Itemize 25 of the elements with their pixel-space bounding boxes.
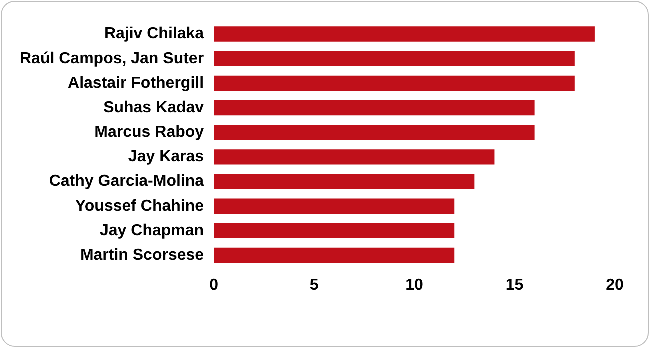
y-tick-label: Rajiv Chilaka (104, 26, 204, 43)
y-tick-label: Suhas Kadav (104, 99, 204, 116)
y-tick-label: Youssef Chahine (75, 198, 204, 215)
x-tick-label: 5 (310, 276, 319, 294)
bar (214, 51, 575, 66)
y-tick-label: Cathy Garcia-Molina (49, 173, 204, 190)
bar (214, 100, 535, 116)
y-tick-label: Alastair Fothergill (68, 74, 204, 92)
bar (214, 26, 595, 42)
x-tick-label: 10 (406, 276, 424, 294)
x-tick-label: 15 (506, 276, 524, 294)
bar (214, 248, 455, 264)
bar (214, 174, 475, 190)
y-tick-label: Marcus Raboy (94, 124, 204, 142)
bar (214, 223, 455, 239)
bar (214, 76, 575, 92)
y-tick-label: Jay Chapman (100, 222, 204, 240)
y-tick-label: Raúl Campos, Jan Suter (20, 50, 204, 68)
bar (214, 198, 455, 214)
x-tick-label: 20 (606, 276, 624, 294)
y-tick-label: Martin Scorsese (80, 246, 204, 264)
x-tick-label: 0 (210, 276, 219, 294)
y-tick-label: Jay Karas (128, 148, 204, 166)
bar (214, 150, 495, 165)
bar (214, 124, 535, 140)
